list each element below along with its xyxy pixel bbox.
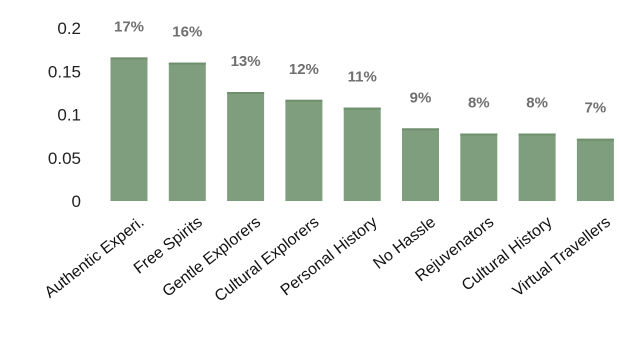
category-label: Personal History	[278, 214, 381, 300]
y-tick-label: 0.05	[48, 149, 81, 168]
y-tick-label: 0.2	[57, 19, 81, 38]
data-label: 16%	[172, 24, 202, 41]
category-label: Cultural Explorers	[212, 214, 323, 306]
category-label: Gentle Explorers	[160, 214, 264, 301]
bar-top-edge	[227, 92, 265, 95]
bar-top-edge	[110, 57, 148, 60]
bar-top-edge	[168, 62, 206, 65]
bar-top-edge	[402, 128, 439, 131]
data-label: 7%	[585, 100, 607, 117]
data-labels: 17% 16% 13% 12% 11% 9% 8% 8% 7%	[114, 18, 606, 116]
bar	[518, 133, 556, 201]
data-label: 12%	[289, 61, 319, 78]
bar-top-edge	[460, 133, 498, 136]
data-label: 9%	[410, 89, 432, 106]
category-label: Authentic Experi.	[42, 214, 148, 302]
data-label: 17%	[114, 18, 144, 35]
bars	[110, 57, 614, 201]
bar-top-edge	[518, 133, 556, 136]
bar-top-edge	[343, 107, 381, 110]
y-tick-label: 0	[72, 192, 81, 211]
bar-top-edge	[285, 99, 323, 102]
bar	[168, 62, 206, 201]
bar	[285, 99, 323, 201]
bar	[402, 128, 439, 201]
data-label: 8%	[468, 95, 490, 112]
y-tick-label: 0.15	[48, 62, 81, 81]
bar	[227, 92, 265, 201]
bar	[460, 133, 498, 201]
data-label: 11%	[348, 69, 377, 86]
y-axis-ticks: 0 0.05 0.1 0.15 0.2	[48, 19, 81, 211]
data-label: 13%	[231, 53, 261, 70]
category-label: Virtual Travellers	[510, 214, 614, 301]
bar-top-edge	[576, 138, 614, 141]
bar	[343, 107, 381, 201]
y-tick-label: 0.1	[57, 106, 81, 125]
data-label: 8%	[526, 95, 548, 112]
bar	[576, 138, 614, 201]
bar	[110, 57, 148, 201]
